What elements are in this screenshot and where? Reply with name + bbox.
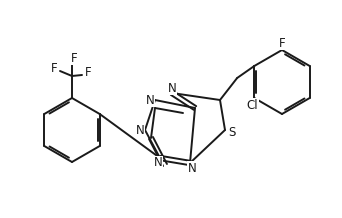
Text: F: F — [85, 65, 91, 78]
Text: N: N — [146, 94, 154, 107]
Text: F: F — [71, 51, 77, 65]
Text: N: N — [188, 162, 196, 174]
Text: N: N — [168, 82, 176, 94]
Text: F: F — [51, 61, 57, 75]
Text: N: N — [136, 124, 144, 136]
Text: N: N — [154, 157, 162, 170]
Text: Cl: Cl — [247, 99, 258, 111]
Text: S: S — [228, 126, 236, 138]
Text: F: F — [279, 36, 285, 49]
